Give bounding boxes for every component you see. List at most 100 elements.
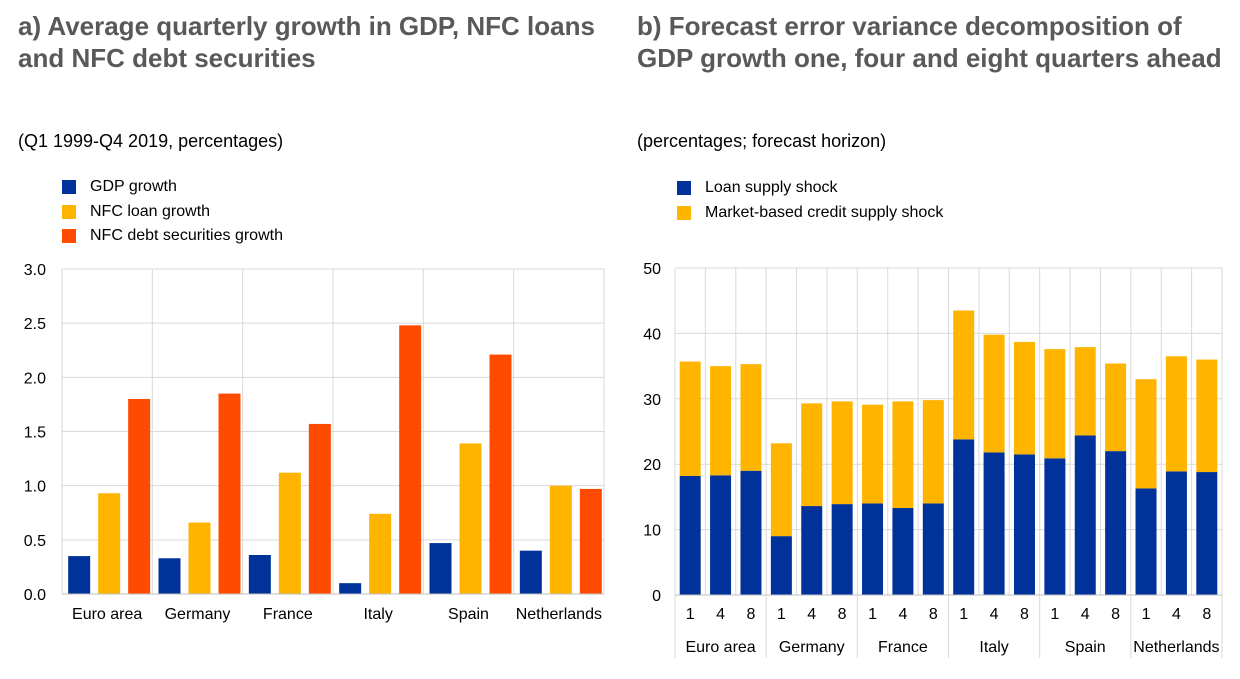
chart-panel-b: b) Forecast error variance decomposition…: [620, 0, 1240, 679]
bar-loan-supply-shock: [831, 504, 853, 595]
y-tick-label: 0.5: [24, 533, 46, 550]
bar-market-based-credit-supply-shock: [1044, 349, 1066, 459]
chart-b-subtitle: (percentages; forecast horizon): [637, 131, 887, 151]
bar-loan-supply-shock: [1135, 488, 1157, 595]
y-tick-label: 10: [643, 523, 661, 540]
x-category-label: France: [263, 606, 313, 623]
legend-swatch-gdp: [62, 180, 76, 195]
bar-nfc-loan-growth: [459, 443, 482, 594]
bar-nfc-debt-securities-growth: [579, 488, 602, 594]
bar-market-based-credit-supply-shock: [922, 400, 944, 504]
bar-market-based-credit-supply-shock: [983, 334, 1005, 453]
bar-nfc-loan-growth: [369, 513, 392, 594]
x-horizon-label: 8: [1111, 606, 1120, 623]
bar-market-based-credit-supply-shock: [862, 404, 884, 504]
x-category-label: Spain: [448, 606, 489, 623]
y-tick-label: 2.5: [24, 316, 46, 333]
legend-item-loans: NFC loan growth: [62, 200, 283, 225]
x-horizon-label: 4: [716, 606, 725, 623]
bar-market-based-credit-supply-shock: [1196, 359, 1218, 473]
x-group-label: Spain: [1065, 639, 1106, 656]
y-tick-label: 40: [643, 326, 661, 343]
x-horizon-label: 1: [686, 606, 695, 623]
x-category-label: Italy: [363, 606, 392, 623]
x-category-label: Euro area: [72, 606, 142, 623]
y-tick-label: 3.0: [24, 262, 46, 279]
bar-market-based-credit-supply-shock: [1105, 363, 1127, 452]
bar-loan-supply-shock: [801, 506, 823, 595]
legend-label-loan-supply: Loan supply shock: [705, 179, 838, 197]
bar-loan-supply-shock: [770, 536, 792, 595]
bar-loan-supply-shock: [1105, 451, 1127, 595]
x-horizon-label: 1: [1050, 606, 1059, 623]
legend-swatch-loan-supply: [677, 181, 691, 196]
y-tick-label: 1.0: [24, 479, 46, 496]
legend-swatch-debt: [62, 229, 76, 244]
bar-gdp-growth: [158, 558, 181, 594]
bar-gdp-growth: [429, 543, 452, 594]
y-tick-label: 1.5: [24, 425, 46, 442]
bar-loan-supply-shock: [1165, 471, 1187, 595]
legend-label-debt: NFC debt securities growth: [90, 227, 283, 245]
chart-b-plot: 0 10 20 30 40 50 1 4 8 1 4 8 1 4 8 1 4 8 1 4 8 1 4 8 Euro area Ge…: [643, 261, 1223, 658]
bar-market-based-credit-supply-shock: [679, 361, 701, 476]
bar-market-based-credit-supply-shock: [1013, 341, 1035, 455]
bar-gdp-growth: [339, 583, 362, 594]
bar-nfc-loan-growth: [549, 485, 572, 594]
bar-loan-supply-shock: [1074, 435, 1096, 595]
x-group-label: France: [878, 639, 928, 656]
bar-market-based-credit-supply-shock: [1074, 347, 1096, 436]
legend-label-loans: NFC loan growth: [90, 202, 211, 220]
bar-market-based-credit-supply-shock: [953, 310, 975, 440]
x-horizon-label: 4: [898, 606, 907, 623]
bar-nfc-debt-securities-growth: [218, 393, 241, 594]
legend-item-debt: NFC debt securities growth: [62, 224, 283, 249]
chart-a-plot: 0.0 0.5 1.0 1.5 2.0 2.5 3.0 Euro area Germany Fra…: [24, 262, 605, 623]
bar-nfc-loan-growth: [188, 522, 211, 594]
x-horizon-label: 8: [1202, 606, 1211, 623]
legend-swatch-market-credit: [677, 205, 691, 220]
bar-loan-supply-shock: [1044, 458, 1066, 595]
x-horizon-label: 8: [838, 606, 847, 623]
bar-gdp-growth: [68, 556, 91, 594]
x-group-label: Netherlands: [1133, 639, 1219, 656]
chart-b-legend: Loan supply shock Market-based credit su…: [677, 176, 943, 225]
bar-nfc-debt-securities-growth: [128, 399, 151, 594]
chart-a-legend: GDP growth NFC loan growth NFC debt secu…: [62, 175, 283, 249]
bar-loan-supply-shock: [1196, 472, 1218, 595]
y-tick-label: 20: [643, 457, 661, 474]
x-group-label: Germany: [779, 639, 845, 656]
x-horizon-label: 1: [959, 606, 968, 623]
legend-item-market-credit: Market-based credit supply shock: [677, 201, 943, 226]
bar-market-based-credit-supply-shock: [892, 401, 914, 509]
chart-a-subtitle: (Q1 1999-Q4 2019, percentages): [18, 131, 284, 151]
x-horizon-label: 8: [747, 606, 756, 623]
bar-nfc-loan-growth: [98, 493, 121, 594]
bar-market-based-credit-supply-shock: [801, 403, 823, 507]
y-tick-label: 30: [643, 392, 661, 409]
x-horizon-label: 1: [1142, 606, 1151, 623]
x-group-label: Italy: [979, 639, 1008, 656]
bar-gdp-growth: [519, 550, 542, 594]
bar-loan-supply-shock: [1013, 454, 1035, 595]
bar-loan-supply-shock: [679, 475, 701, 595]
bar-nfc-loan-growth: [278, 472, 301, 594]
x-horizon-label: 8: [1020, 606, 1029, 623]
bar-loan-supply-shock: [892, 508, 914, 595]
bar-gdp-growth: [248, 555, 271, 594]
x-horizon-label: 4: [807, 606, 816, 623]
x-group-label: Euro area: [685, 639, 755, 656]
x-horizon-label: 1: [777, 606, 786, 623]
x-horizon-label: 4: [1081, 606, 1090, 623]
bar-loan-supply-shock: [740, 470, 762, 595]
bar-market-based-credit-supply-shock: [770, 443, 792, 537]
chart-panel-a: a) Average quarterly growth in GDP, NFC …: [18, 11, 605, 623]
legend-item-loan-supply: Loan supply shock: [677, 176, 943, 201]
legend-swatch-loans: [62, 204, 76, 219]
bar-nfc-debt-securities-growth: [399, 325, 422, 594]
bar-market-based-credit-supply-shock: [1165, 356, 1187, 472]
legend-item-gdp: GDP growth: [62, 175, 283, 200]
bar-loan-supply-shock: [710, 475, 732, 595]
y-tick-label: 2.0: [24, 370, 46, 387]
bar-market-based-credit-supply-shock: [1135, 379, 1157, 489]
